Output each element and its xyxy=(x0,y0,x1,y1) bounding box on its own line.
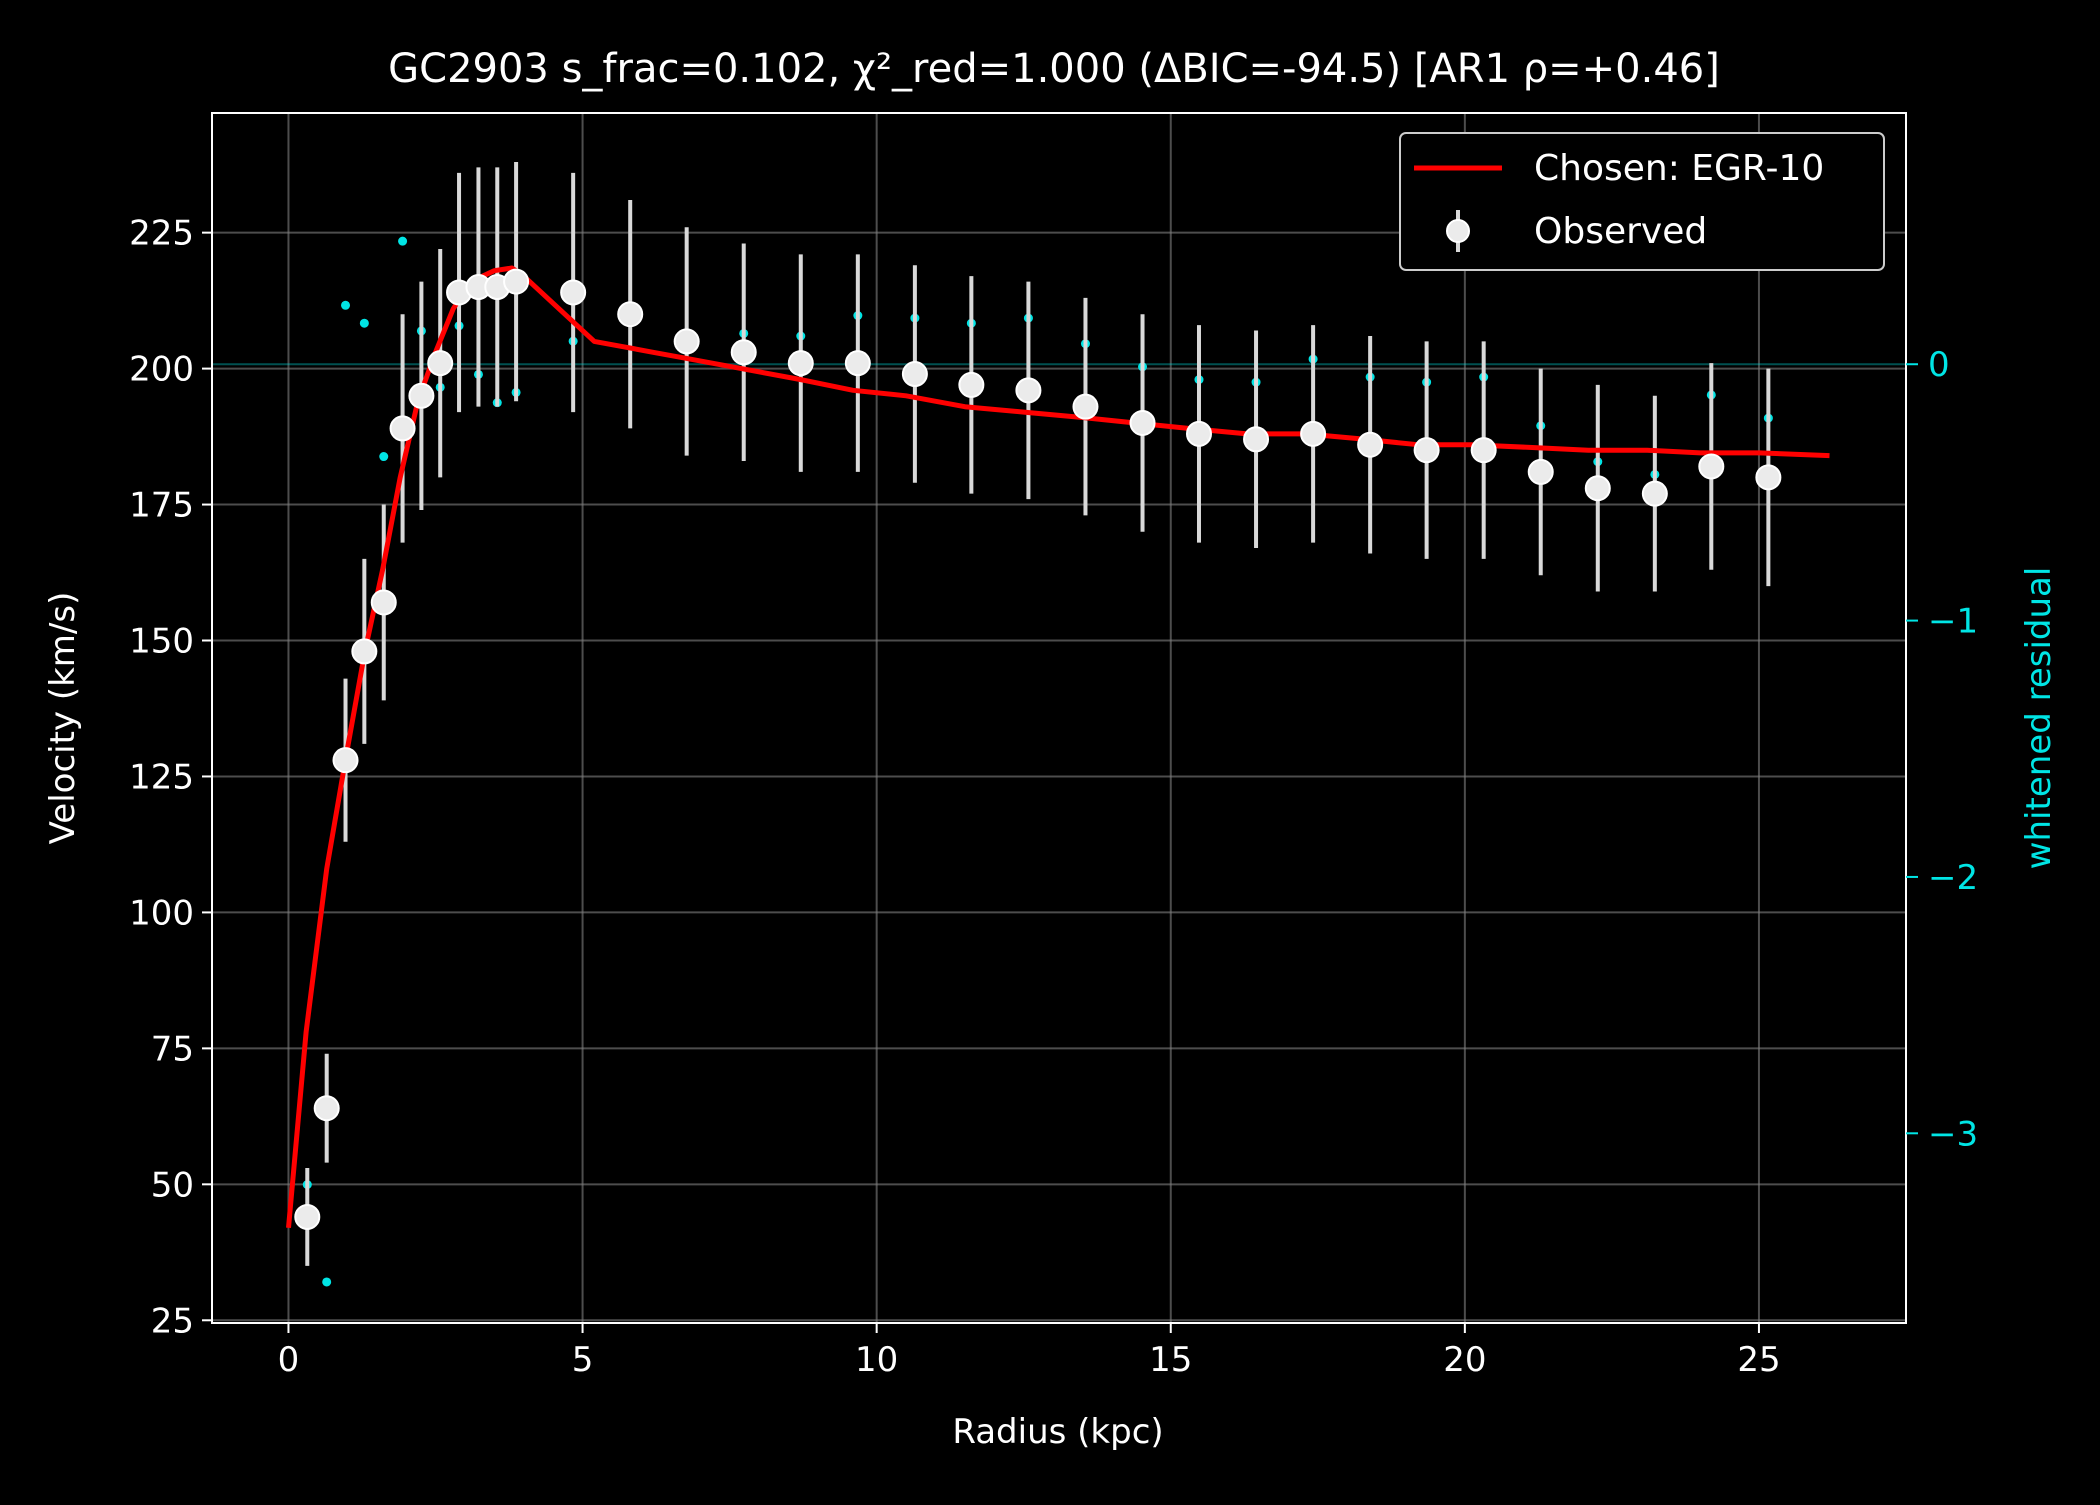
grid-lines xyxy=(212,113,1906,1323)
observed-point xyxy=(1755,464,1782,491)
x-tick-label: 25 xyxy=(1737,1340,1780,1380)
observed-point xyxy=(1300,420,1327,447)
x-tick-label: 0 xyxy=(278,1340,300,1380)
observed-point xyxy=(1243,426,1270,453)
y2-axis-label: whitened residual xyxy=(2019,567,2059,870)
observed-point xyxy=(370,589,397,616)
observed-point xyxy=(351,638,378,665)
observed-point xyxy=(1015,377,1042,404)
y-tick-label: 25 xyxy=(151,1301,194,1341)
observed-point xyxy=(1584,475,1611,502)
residual-point xyxy=(341,300,351,310)
y-tick-label: 100 xyxy=(129,893,194,933)
plot-frame xyxy=(211,112,1907,1324)
y-axis-label: Velocity (km/s) xyxy=(43,592,83,845)
y-tick-label: 50 xyxy=(151,1165,194,1205)
y-tick-label: 225 xyxy=(129,214,194,254)
residual-point xyxy=(322,1277,332,1287)
legend-model-label: Chosen: EGR-10 xyxy=(1534,148,1824,189)
y2-tick-label: −3 xyxy=(1928,1114,1978,1154)
x-axis-label: Radius (kpc) xyxy=(952,1412,1163,1452)
observed-markers xyxy=(294,268,1782,1230)
observed-point xyxy=(427,350,454,377)
observed-point xyxy=(787,350,814,377)
y-tick-label: 200 xyxy=(129,350,194,390)
observed-point xyxy=(617,301,644,328)
observed-point xyxy=(332,747,359,774)
x-tick-label: 15 xyxy=(1149,1340,1192,1380)
observed-point xyxy=(1129,409,1156,436)
observed-point xyxy=(408,382,435,409)
observed-point xyxy=(844,350,871,377)
x-tick-label: 20 xyxy=(1443,1340,1486,1380)
residual-point xyxy=(398,236,408,246)
observed-point xyxy=(1357,431,1384,458)
observed-point xyxy=(730,339,757,366)
y-axis-ticks: 25 50 75 100 125 150 175 200 225 xyxy=(129,214,212,1341)
residual-point xyxy=(359,318,369,328)
observed-point xyxy=(1185,420,1212,447)
x-tick-label: 5 xyxy=(572,1340,594,1380)
y-tick-label: 125 xyxy=(129,757,194,797)
observed-point xyxy=(1527,458,1554,485)
residual-points xyxy=(302,236,1773,1287)
y2-tick-label: −1 xyxy=(1928,602,1978,642)
observed-point xyxy=(1470,437,1497,464)
y-tick-label: 150 xyxy=(129,622,194,662)
observed-point xyxy=(1072,393,1099,420)
observed-point xyxy=(389,415,416,442)
y-tick-label: 75 xyxy=(151,1029,194,1069)
y2-axis-ticks: 0 −1 −2 −3 xyxy=(1906,345,1978,1154)
observed-point xyxy=(313,1095,340,1122)
x-tick-label: 10 xyxy=(855,1340,898,1380)
observed-point xyxy=(503,268,530,295)
observed-point xyxy=(958,371,985,398)
legend-observed-label: Observed xyxy=(1534,211,1707,252)
observed-point xyxy=(1698,453,1725,480)
y2-tick-label: −2 xyxy=(1928,858,1978,898)
y-tick-label: 175 xyxy=(129,486,194,526)
observed-point xyxy=(673,328,700,355)
legend-box xyxy=(1399,132,1885,271)
x-axis-ticks: 0 5 10 15 20 25 xyxy=(278,1323,1781,1380)
observed-point xyxy=(294,1203,321,1230)
observed-point xyxy=(1413,437,1440,464)
residual-point xyxy=(379,452,389,462)
observed-point xyxy=(1641,480,1668,507)
observed-point xyxy=(901,361,928,388)
legend-observed-marker xyxy=(1446,219,1470,243)
observed-point xyxy=(560,279,587,306)
legend: Chosen: EGR-10 Observed xyxy=(1399,132,1885,271)
chart-title: GC2903 s_frac=0.102, χ²_red=1.000 (ΔBIC=… xyxy=(388,46,1720,92)
y2-tick-label: 0 xyxy=(1928,345,1950,385)
